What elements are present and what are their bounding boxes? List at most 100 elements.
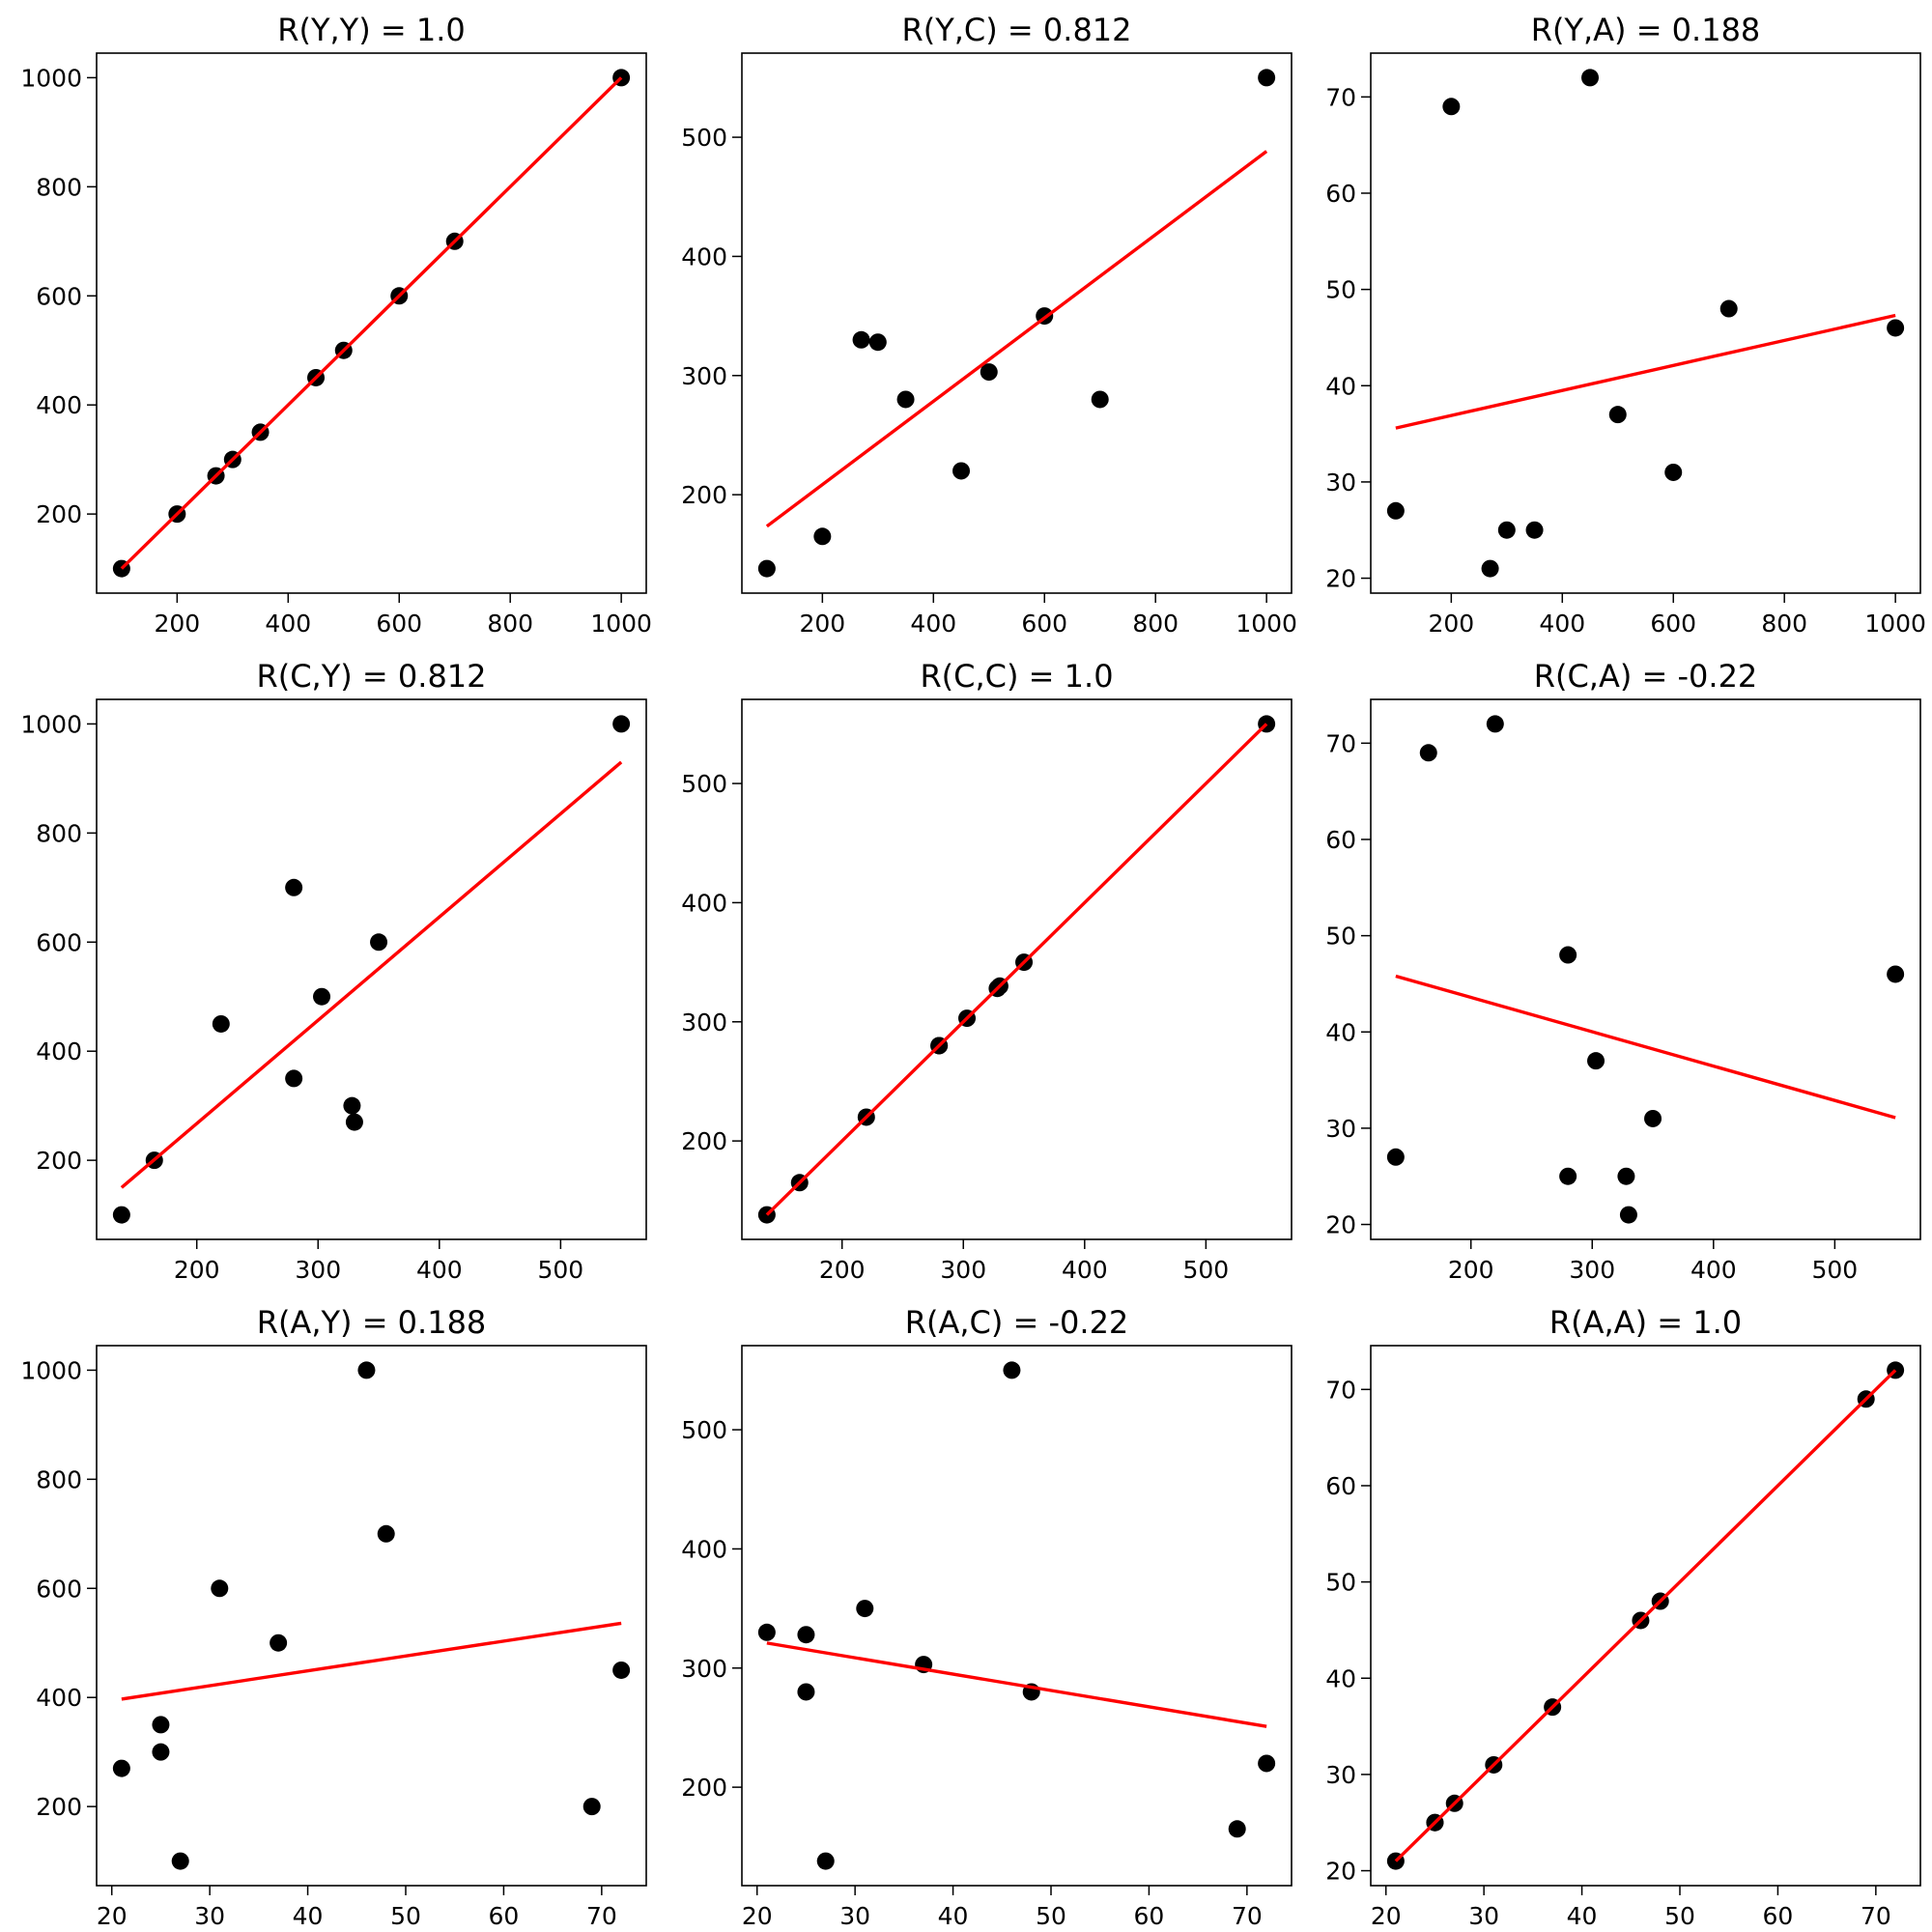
- data-point: [345, 1113, 363, 1131]
- y-tick-label: 200: [681, 1774, 727, 1802]
- y-tick-label: 400: [36, 1684, 82, 1712]
- y-tick-label: 20: [1325, 1211, 1356, 1239]
- y-tick-label: 70: [1325, 729, 1356, 757]
- subplot-panel: R(C,C) = 1.0 200 300 400 500 200 300 400 500: [681, 658, 1293, 1284]
- data-point: [1419, 744, 1437, 762]
- y-tick-label: 1000: [20, 710, 82, 738]
- x-tick-label: 1000: [1864, 610, 1926, 638]
- y-tick-label: 500: [681, 1416, 727, 1444]
- y-tick-label: 800: [36, 1465, 82, 1493]
- y-tick-label: 600: [36, 1575, 82, 1603]
- x-tick-label: 40: [938, 1902, 969, 1930]
- data-point: [797, 1683, 815, 1701]
- x-tick-label: 200: [154, 610, 200, 638]
- regression-line: [766, 1641, 1267, 1728]
- x-tick-label: 200: [174, 1256, 220, 1284]
- x-tick-label: 800: [1132, 610, 1179, 638]
- y-tick-label: 200: [36, 1147, 82, 1175]
- subplot-panel: R(Y,A) = 0.188 200 400 600 800 1000 20 30 40 50 60…: [1325, 12, 1926, 638]
- regression-line: [765, 723, 1268, 1216]
- data-point: [1442, 98, 1461, 116]
- data-point: [856, 1600, 874, 1618]
- y-tick-label: 40: [1325, 372, 1356, 400]
- subplot-panel: R(C,Y) = 0.812 200 300 400 500 200 400 600 800 10…: [20, 658, 647, 1284]
- y-tick-label: 1000: [20, 1356, 82, 1384]
- data-point: [1258, 69, 1276, 87]
- x-tick-label: 40: [293, 1902, 324, 1930]
- y-tick-label: 50: [1325, 1569, 1356, 1597]
- data-point: [1719, 299, 1738, 318]
- subplot-title: R(A,A) = 1.0: [1549, 1304, 1742, 1341]
- x-tick-label: 600: [376, 610, 422, 638]
- x-tick-label: 400: [1690, 1256, 1737, 1284]
- y-tick-label: 40: [1325, 1664, 1356, 1692]
- y-tick-label: 400: [681, 889, 727, 917]
- x-tick-label: 70: [586, 1902, 617, 1930]
- y-tick-label: 60: [1325, 826, 1356, 854]
- data-point: [1386, 501, 1405, 520]
- subplot-title: R(C,Y) = 0.812: [256, 658, 486, 695]
- y-tick-label: 300: [681, 1009, 727, 1037]
- y-tick-label: 500: [681, 770, 727, 798]
- data-point: [171, 1852, 189, 1870]
- x-tick-label: 30: [1468, 1902, 1499, 1930]
- data-point: [1386, 1148, 1405, 1166]
- subplot-title: R(A,Y) = 0.188: [257, 1304, 487, 1341]
- regression-line: [1394, 1369, 1897, 1862]
- data-point: [112, 1206, 130, 1224]
- subplot-title: R(A,C) = -0.22: [905, 1304, 1129, 1341]
- x-tick-label: 30: [839, 1902, 870, 1930]
- data-point: [612, 715, 631, 733]
- x-tick-label: 20: [742, 1902, 773, 1930]
- y-tick-label: 70: [1325, 1376, 1356, 1404]
- data-point: [377, 1524, 395, 1543]
- axes-frame: [96, 52, 647, 594]
- data-point: [1587, 1052, 1605, 1070]
- axes-frame: [1370, 1345, 1921, 1887]
- data-point: [868, 333, 887, 352]
- data-point: [212, 1014, 230, 1033]
- regression-line: [120, 760, 623, 1189]
- data-point: [757, 1623, 776, 1641]
- subplot-title: R(Y,A) = 0.188: [1531, 12, 1761, 48]
- y-tick-label: 200: [681, 481, 727, 509]
- x-tick-label: 800: [1761, 610, 1807, 638]
- y-tick-label: 400: [681, 1535, 727, 1563]
- data-point: [1559, 946, 1577, 964]
- data-point: [152, 1743, 170, 1761]
- x-tick-label: 1000: [590, 610, 652, 638]
- data-point: [1644, 1109, 1662, 1127]
- y-tick-label: 70: [1325, 83, 1356, 111]
- x-tick-label: 50: [1664, 1902, 1695, 1930]
- data-point: [852, 330, 870, 349]
- data-point: [285, 1069, 303, 1088]
- x-tick-label: 70: [1232, 1902, 1263, 1930]
- axes-frame: [1370, 52, 1921, 594]
- data-point: [1608, 406, 1627, 424]
- data-point: [1481, 559, 1499, 578]
- data-point: [1258, 1754, 1276, 1773]
- data-point: [582, 1798, 601, 1816]
- y-tick-label: 800: [36, 173, 82, 201]
- subplot-panel: R(C,A) = -0.22 200 300 400 500 20 30 40 50 60 70: [1325, 658, 1921, 1284]
- axes-frame: [1370, 698, 1921, 1240]
- data-point: [152, 1716, 170, 1734]
- y-tick-label: 500: [681, 124, 727, 152]
- x-tick-label: 200: [819, 1256, 866, 1284]
- x-tick-label: 20: [1371, 1902, 1402, 1930]
- x-tick-label: 50: [390, 1902, 421, 1930]
- y-tick-label: 20: [1325, 565, 1356, 593]
- x-tick-label: 60: [1763, 1902, 1794, 1930]
- y-tick-label: 30: [1325, 1115, 1356, 1143]
- data-point: [313, 987, 331, 1006]
- x-tick-label: 200: [799, 610, 845, 638]
- y-tick-label: 800: [36, 819, 82, 847]
- data-point: [757, 559, 776, 578]
- x-tick-label: 600: [1650, 610, 1696, 638]
- regression-line: [120, 76, 623, 570]
- y-tick-label: 1000: [20, 64, 82, 92]
- x-tick-label: 70: [1861, 1902, 1891, 1930]
- data-point: [1486, 715, 1504, 733]
